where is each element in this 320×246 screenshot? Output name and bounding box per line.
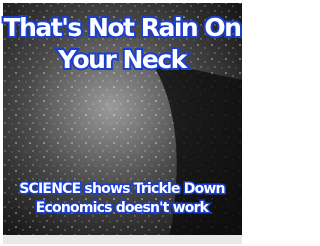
headline-line: That's Not Rain On [4, 13, 241, 42]
bottom-strip [3, 235, 242, 244]
caption-line: SCIENCE shows Trickle Down [19, 181, 224, 197]
page: That's Not Rain On Your Neck SCIENCE sho… [0, 0, 320, 246]
headline-line: Your Neck [57, 45, 189, 74]
caption-line: Economics doesn't work [36, 200, 210, 216]
meme-image: That's Not Rain On Your Neck SCIENCE sho… [0, 0, 245, 246]
